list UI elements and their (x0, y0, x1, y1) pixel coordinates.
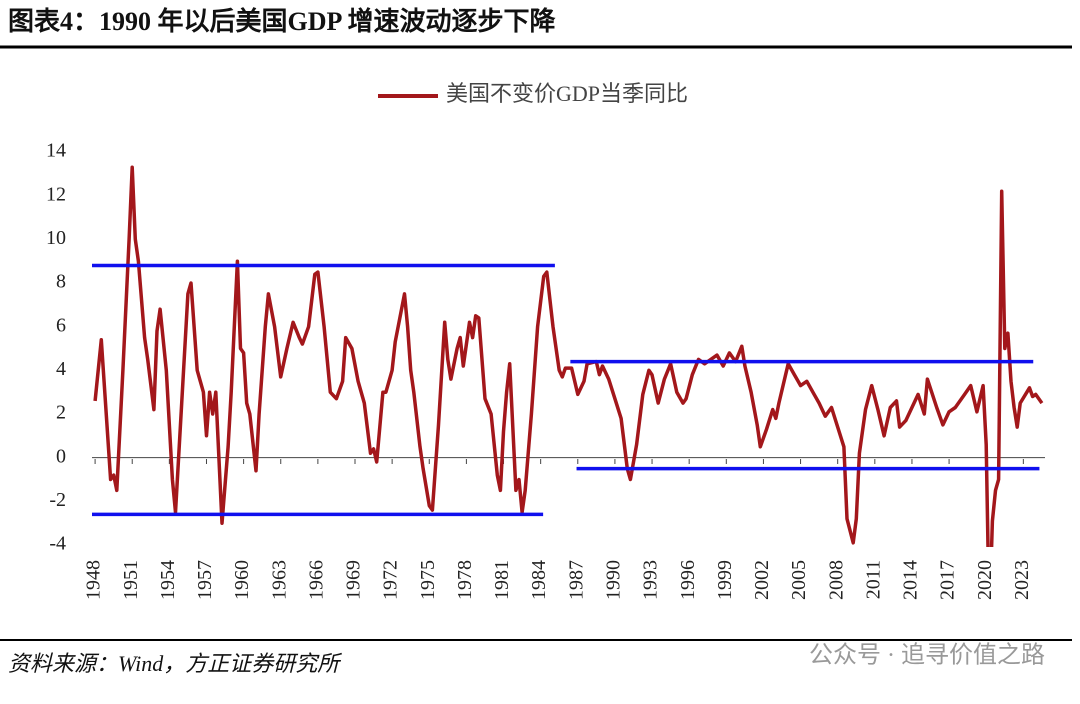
y-tick-label: 0 (56, 445, 66, 467)
y-tick-label: -4 (49, 533, 66, 555)
x-tick-label: 1993 (640, 560, 662, 600)
x-tick-label: 1966 (305, 560, 327, 600)
x-tick-label: 1996 (677, 560, 699, 600)
x-tick-label: 2017 (937, 560, 959, 600)
x-tick-label: 1954 (157, 560, 179, 600)
legend-label: 美国不变价GDP当季同比 (446, 81, 688, 106)
x-tick-label: 1975 (417, 560, 439, 600)
x-tick-label: 1990 (603, 560, 625, 600)
x-tick-label: 2005 (788, 560, 810, 600)
x-tick-label: 1978 (454, 560, 476, 600)
x-tick-label: 1951 (120, 560, 142, 600)
y-tick-label: 2 (56, 402, 66, 424)
chart-title: 图表4：1990 年以后美国GDP 增速波动逐步下降 (8, 6, 556, 36)
x-tick-label: 1984 (528, 560, 550, 600)
x-tick-label: 1987 (565, 560, 587, 600)
x-tick-label: 1969 (343, 560, 365, 600)
y-tick-label: 8 (56, 271, 66, 293)
x-tick-label: 2008 (825, 560, 847, 600)
x-tick-label: 1963 (268, 560, 290, 600)
y-tick-label: 10 (46, 227, 66, 249)
x-tick-label: 2014 (900, 560, 922, 600)
y-tick-label: 6 (56, 314, 66, 336)
y-tick-label: 4 (56, 358, 66, 380)
watermark: 公众号 · 追寻价值之路 (809, 642, 1045, 669)
x-tick-label: 1999 (714, 560, 736, 600)
x-tick-label: 1948 (83, 560, 105, 600)
series-line (93, 165, 1044, 547)
y-tick-label: -2 (49, 489, 66, 511)
x-tick-label: 2023 (1011, 560, 1033, 600)
x-tick-label: 1957 (194, 560, 216, 600)
x-tick-label: 2002 (751, 560, 773, 600)
x-tick-label: 1960 (231, 560, 253, 600)
x-tick-label: 1981 (491, 560, 513, 600)
source-note: 资料来源：Wind，方正证券研究所 (8, 651, 342, 676)
y-tick-label: 14 (46, 140, 66, 162)
x-tick-label: 2020 (974, 560, 996, 600)
x-tick-label: 2011 (862, 560, 884, 599)
x-tick-label: 1972 (380, 560, 402, 600)
plot-area (93, 165, 1044, 547)
y-tick-label: 12 (46, 183, 66, 205)
